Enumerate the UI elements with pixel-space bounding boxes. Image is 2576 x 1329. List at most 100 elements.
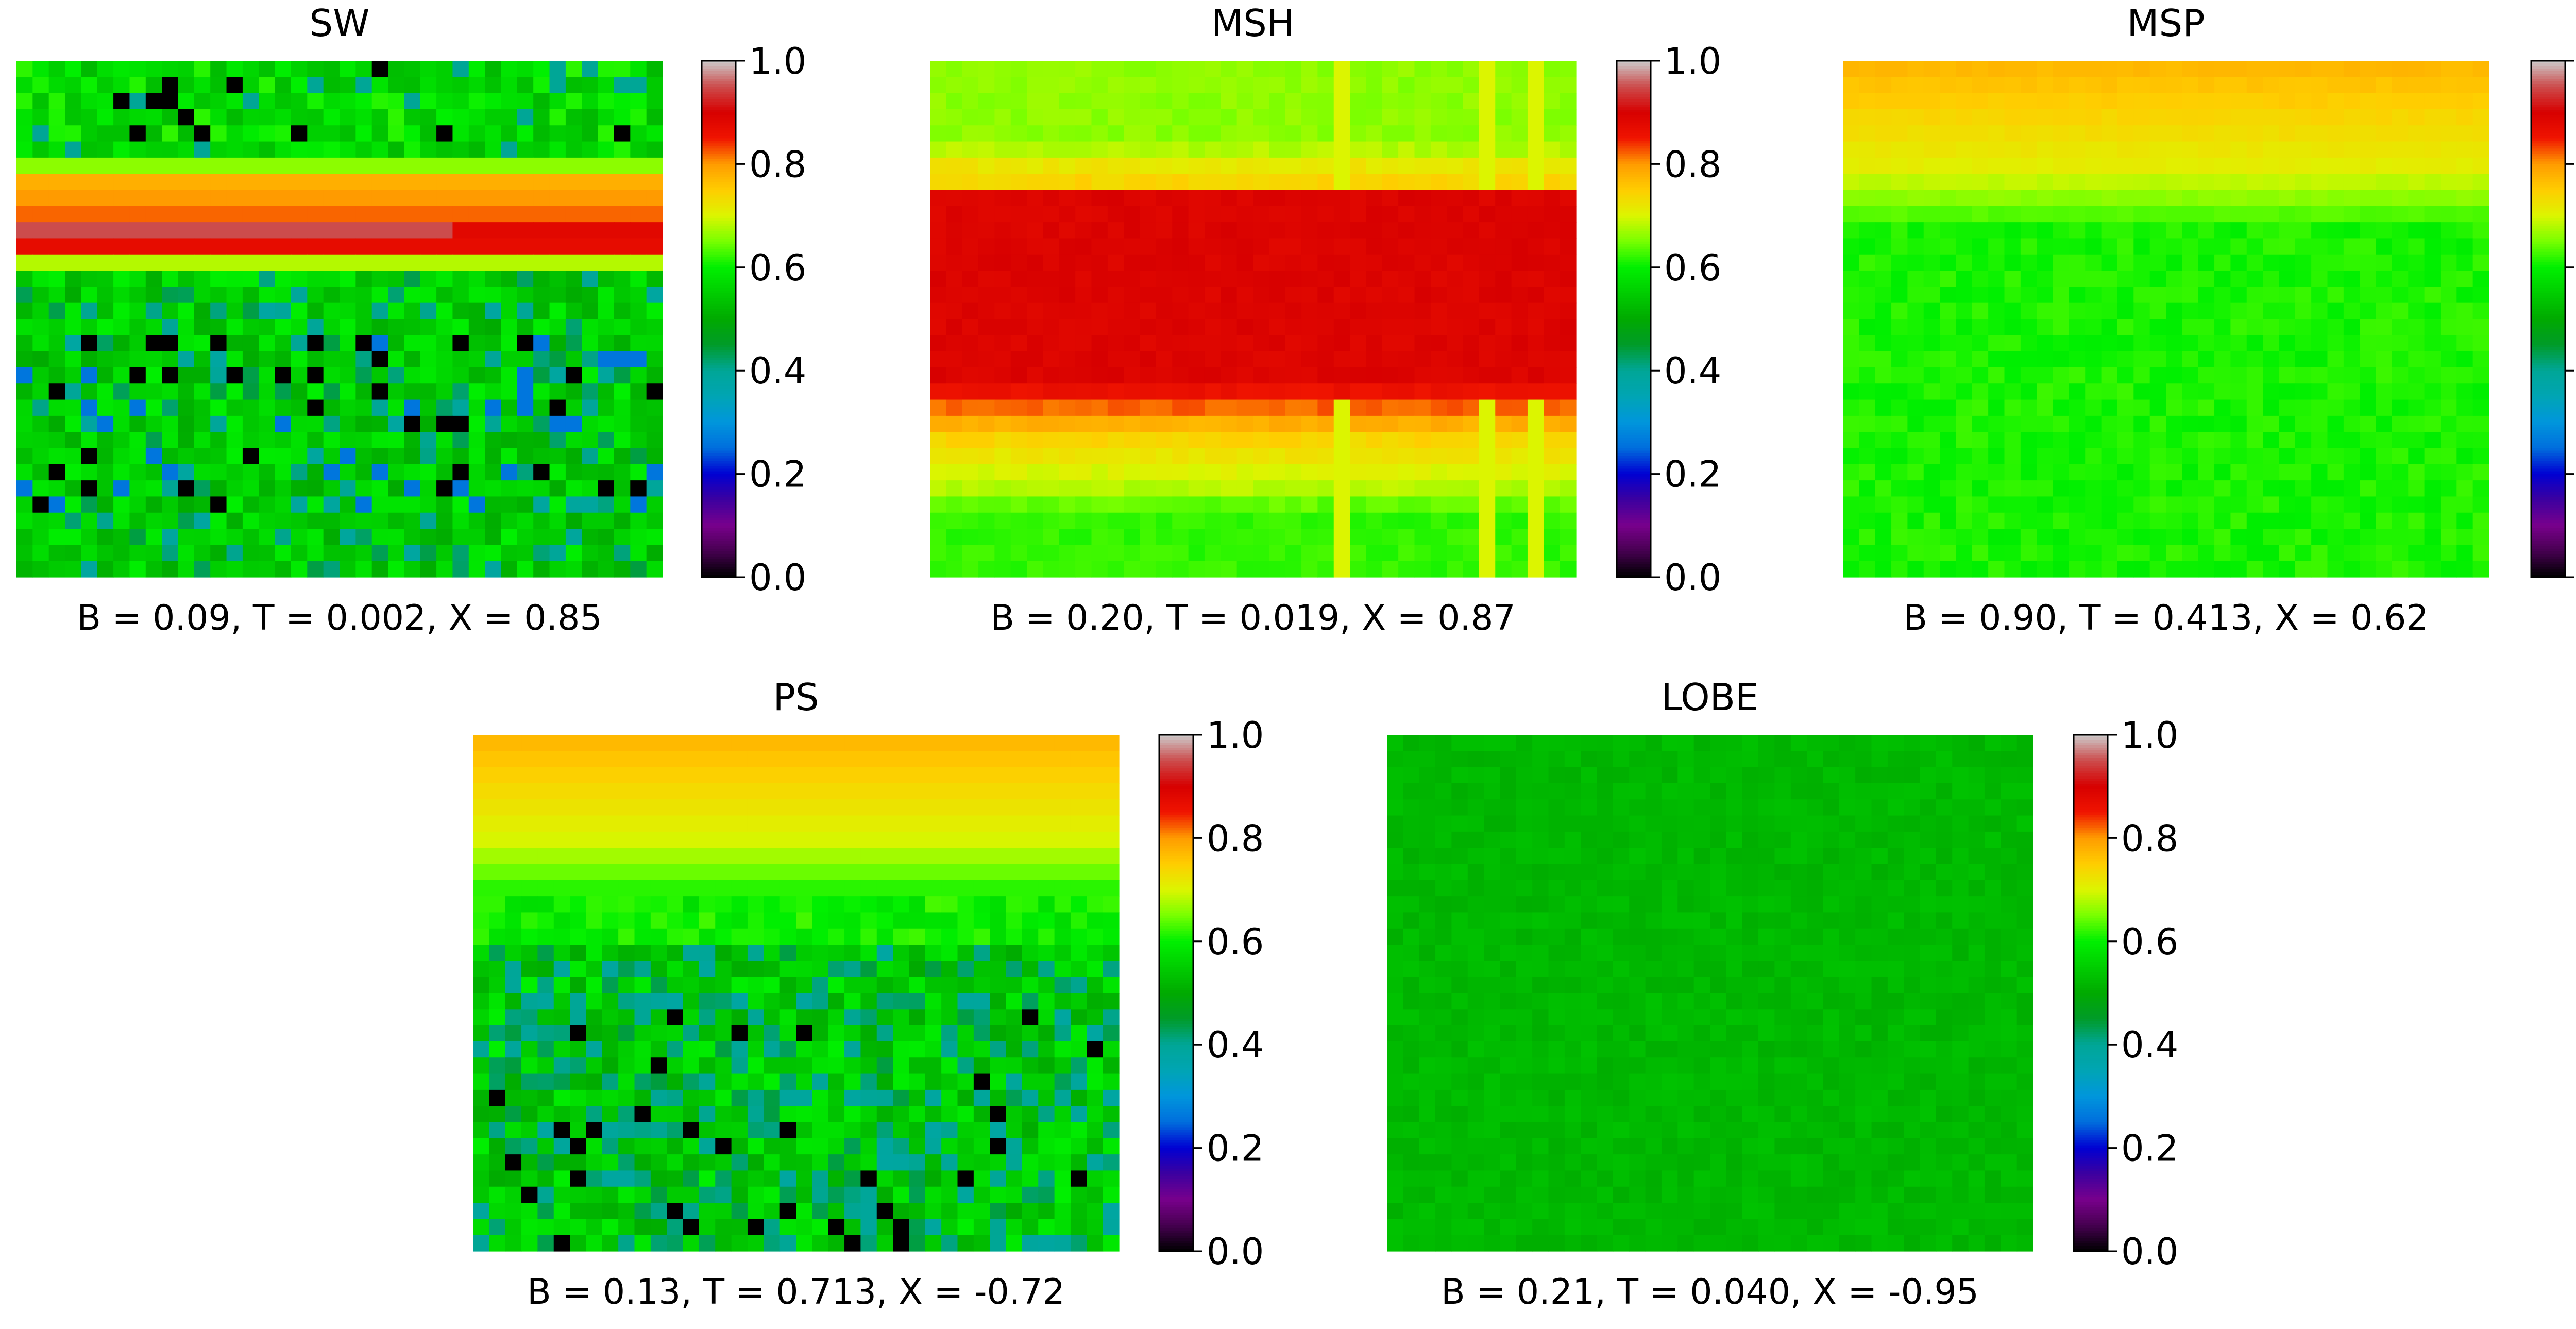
heatmap-cell xyxy=(340,335,356,352)
heatmap-cell xyxy=(1398,302,1415,319)
heatmap-cell xyxy=(1075,302,1092,319)
heatmap-cell xyxy=(2149,206,2166,223)
heatmap-cell xyxy=(226,206,243,223)
colorbar-step xyxy=(2531,443,2565,446)
heatmap-cell xyxy=(404,545,421,562)
heatmap-cell xyxy=(618,896,635,913)
heatmap-cell xyxy=(81,335,98,352)
colorbar-step xyxy=(2531,394,2565,397)
heatmap-cell xyxy=(521,735,538,751)
heatmap-cell xyxy=(501,271,518,287)
heatmap-cell xyxy=(1269,61,1286,77)
heatmap-cell xyxy=(602,735,619,751)
heatmap-cell xyxy=(2246,561,2263,578)
heatmap-cell xyxy=(1859,432,1876,449)
heatmap-cell xyxy=(630,529,647,545)
heatmap-cell xyxy=(930,238,946,255)
heatmap-cell xyxy=(565,141,582,158)
heatmap-cell xyxy=(1156,464,1173,481)
heatmap-cell xyxy=(1891,174,1908,191)
heatmap-cell xyxy=(226,174,243,191)
heatmap-cell xyxy=(32,399,49,416)
colorbar-step xyxy=(702,275,736,278)
colorbar-step xyxy=(1617,146,1651,149)
colorbar-step xyxy=(702,383,736,387)
heatmap-cell xyxy=(2295,190,2312,207)
heatmap-cell xyxy=(1875,351,1892,368)
heatmap-cell xyxy=(1107,222,1124,239)
heatmap-cell xyxy=(1511,271,1528,287)
heatmap-cell xyxy=(1156,319,1173,335)
heatmap-cell xyxy=(2263,529,2280,545)
heatmap-cell xyxy=(2230,448,2247,465)
heatmap-cell xyxy=(48,351,65,368)
heatmap-cell xyxy=(1006,767,1023,784)
heatmap-cell xyxy=(1447,399,1464,416)
heatmap-cell xyxy=(1350,141,1367,158)
heatmap-cell xyxy=(194,141,211,158)
heatmap-cell xyxy=(505,848,522,865)
heatmap-cell xyxy=(1107,335,1124,352)
heatmap-cell xyxy=(614,271,631,287)
heatmap-cell xyxy=(226,222,243,239)
colorbar-step xyxy=(702,156,736,160)
heatmap-cell xyxy=(16,529,33,545)
heatmap-cell xyxy=(48,480,65,497)
heatmap-cell xyxy=(2182,109,2199,126)
heatmap-cell xyxy=(2198,383,2215,400)
heatmap-cell xyxy=(1043,480,1060,497)
heatmap-cell xyxy=(226,157,243,174)
heatmap-cell xyxy=(1204,125,1221,142)
heatmap-cell xyxy=(1140,496,1157,513)
heatmap-cell xyxy=(1027,367,1044,384)
heatmap-cell xyxy=(2166,77,2182,94)
heatmap-cell xyxy=(1479,496,1496,513)
heatmap-cell xyxy=(1382,319,1399,335)
heatmap-cell xyxy=(2230,206,2247,223)
heatmap-cell xyxy=(1204,206,1221,223)
heatmap-cell xyxy=(16,545,33,562)
colorbar-step xyxy=(1617,92,1651,95)
heatmap-cell xyxy=(1560,206,1577,223)
heatmap-cell xyxy=(602,751,619,768)
heatmap-cell xyxy=(1285,174,1302,191)
colorbar-step xyxy=(2531,120,2565,124)
heatmap-cell xyxy=(731,831,748,848)
heatmap-cell xyxy=(1527,157,1544,174)
heatmap-cell xyxy=(1333,157,1350,174)
heatmap-cell xyxy=(930,545,946,562)
heatmap-cell xyxy=(1463,335,1480,352)
heatmap-cell xyxy=(2343,238,2360,255)
heatmap-cell xyxy=(81,383,98,400)
heatmap-cell xyxy=(1059,190,1076,207)
heatmap-cell xyxy=(242,141,259,158)
heatmap-cell xyxy=(2182,464,2199,481)
heatmap-cell xyxy=(97,448,114,465)
colorbar-step xyxy=(702,277,736,281)
heatmap-cell xyxy=(2117,271,2134,287)
heatmap-cell xyxy=(2376,271,2393,287)
heatmap-cell xyxy=(1843,367,1859,384)
heatmap-cell xyxy=(129,545,146,562)
heatmap-cell xyxy=(1463,287,1480,304)
heatmap-cell xyxy=(505,880,522,897)
heatmap-cell xyxy=(1544,109,1561,126)
heatmap-cell xyxy=(468,254,485,271)
heatmap-cell xyxy=(828,864,845,881)
heatmap-cell xyxy=(1544,512,1561,529)
heatmap-cell xyxy=(2198,238,2215,255)
heatmap-cell xyxy=(1010,302,1027,319)
heatmap-cell xyxy=(812,735,829,751)
heatmap-cell xyxy=(990,735,1007,751)
heatmap-cell xyxy=(1366,415,1383,432)
heatmap-cell xyxy=(517,302,534,319)
heatmap-cell xyxy=(582,545,599,562)
heatmap-cell xyxy=(1172,335,1189,352)
colorbar-step xyxy=(1617,161,1651,165)
heatmap-cell xyxy=(1988,383,2005,400)
heatmap-cell xyxy=(129,271,146,287)
heatmap-cell xyxy=(2343,367,2360,384)
colorbar-step xyxy=(1617,300,1651,304)
heatmap-cell xyxy=(925,783,942,800)
heatmap-cell xyxy=(2343,561,2360,578)
